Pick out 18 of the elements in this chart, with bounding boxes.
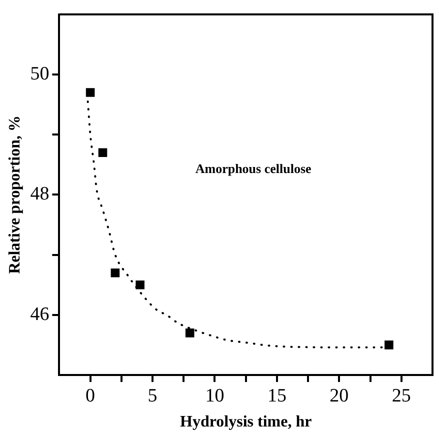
point xyxy=(110,268,120,278)
x-tick-label: 10 xyxy=(205,385,224,406)
x-tick-label: 0 xyxy=(86,385,96,406)
y-axis-title: Relative proportion, % xyxy=(6,116,24,274)
x-tick-label: 15 xyxy=(267,385,286,406)
point xyxy=(185,328,194,338)
y-tick-label: 50 xyxy=(30,63,50,84)
x-tick-label: 25 xyxy=(392,385,411,406)
annotation: Amorphous cellulose xyxy=(195,160,312,176)
point xyxy=(384,340,394,350)
x-tick-label: 5 xyxy=(148,385,158,406)
point xyxy=(136,280,144,290)
y-tick-label: 46 xyxy=(30,304,50,325)
point xyxy=(98,148,108,158)
y-tick-label: 48 xyxy=(30,184,50,205)
x-tick-label: 20 xyxy=(330,385,349,406)
x-axis-title: Hydrolysis time, hr xyxy=(180,414,312,431)
point xyxy=(86,88,95,97)
